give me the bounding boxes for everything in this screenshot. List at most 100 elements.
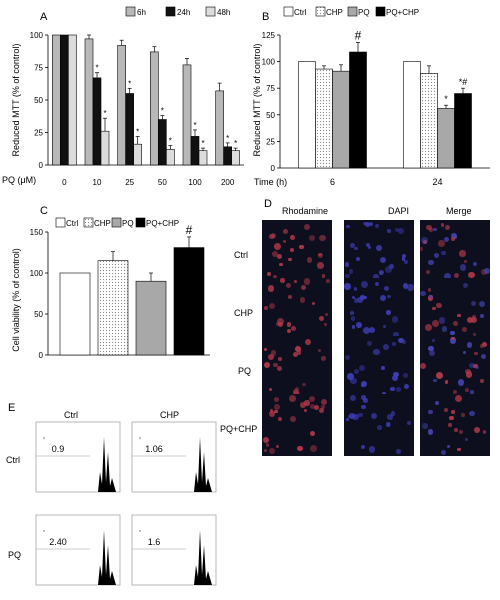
cell-nucleus xyxy=(376,244,383,251)
cell-nucleus xyxy=(479,378,484,383)
cell-nucleus xyxy=(293,389,300,396)
cell-nucleus xyxy=(355,256,361,262)
cell-nucleus xyxy=(303,278,311,285)
panel-b-legend-swatch xyxy=(315,6,326,17)
panel-a-ytick-label: 50 xyxy=(34,96,43,105)
flow-marker xyxy=(139,530,141,532)
panel-a-xtick-label: 25 xyxy=(125,178,134,187)
cell-nucleus xyxy=(379,256,387,264)
flow-percentage: 0.9 xyxy=(52,444,65,454)
cell-nucleus xyxy=(263,362,270,369)
micrograph-cell xyxy=(420,336,490,398)
panel-a-bar xyxy=(60,34,69,166)
cell-nucleus xyxy=(373,348,380,356)
cell-nucleus xyxy=(465,387,470,392)
cell-nucleus xyxy=(381,391,386,396)
cell-nucleus xyxy=(427,409,433,415)
cell-nucleus xyxy=(272,251,278,258)
panel-a-bar xyxy=(52,34,61,166)
cell-nucleus xyxy=(309,234,315,241)
cell-nucleus xyxy=(479,313,484,318)
panel-b-ylabel: Reduced MTT (% of control) xyxy=(252,44,262,157)
cell-nucleus xyxy=(344,283,352,291)
cell-nucleus xyxy=(267,271,272,277)
cell-nucleus xyxy=(304,224,311,231)
cell-nucleus xyxy=(403,372,409,378)
cell-nucleus xyxy=(289,395,296,402)
cell-nucleus xyxy=(397,228,405,235)
panel-a-legend-label: 48h xyxy=(217,8,230,17)
cell-nucleus xyxy=(379,294,387,301)
cell-nucleus xyxy=(349,377,357,385)
cell-nucleus xyxy=(438,317,446,324)
panel-a-letter: A xyxy=(40,11,48,23)
panel-b-legend-label: CHP xyxy=(326,8,343,17)
panel-c-legend-swatch xyxy=(83,217,94,228)
cell-nucleus xyxy=(480,354,486,360)
panel-c-chart: C Cell viability (% of control) 0 50 100 15… xyxy=(11,205,210,360)
cell-nucleus xyxy=(451,409,456,414)
panel-c-legend-swatch xyxy=(55,217,66,228)
cell-nucleus xyxy=(324,312,328,316)
cell-nucleus xyxy=(273,397,280,403)
cell-nucleus xyxy=(459,250,466,257)
cell-nucleus xyxy=(351,325,356,329)
cell-nucleus xyxy=(427,295,434,301)
panel-a-xtick-label: 50 xyxy=(158,178,167,187)
cell-nucleus xyxy=(367,340,373,346)
cell-nucleus xyxy=(286,328,291,333)
cell-nucleus xyxy=(422,423,428,429)
cell-nucleus xyxy=(427,288,431,292)
cell-nucleus xyxy=(440,223,445,227)
cell-nucleus xyxy=(453,272,459,278)
cell-nucleus xyxy=(393,332,399,338)
micrograph-cell xyxy=(262,336,332,398)
cell-nucleus xyxy=(450,336,455,341)
cell-nucleus xyxy=(274,409,278,414)
row-label-ctrl: Ctrl xyxy=(234,250,248,260)
cell-nucleus xyxy=(386,422,392,428)
cell-nucleus xyxy=(423,239,428,244)
cell-nucleus xyxy=(402,253,407,258)
micrograph-cell xyxy=(262,220,332,282)
panel-b-ytick-label: 0 xyxy=(271,164,276,173)
cell-nucleus xyxy=(427,429,434,436)
panel-a-legend-swatch xyxy=(165,6,176,17)
cell-nucleus xyxy=(360,395,366,400)
cell-nucleus xyxy=(299,401,307,408)
cell-nucleus xyxy=(457,313,461,318)
cell-nucleus xyxy=(444,408,448,412)
cell-nucleus xyxy=(481,341,487,348)
cell-nucleus xyxy=(363,327,371,335)
cell-nucleus xyxy=(375,223,380,228)
cell-nucleus xyxy=(449,337,457,345)
cell-nucleus xyxy=(473,332,477,336)
flow-percentage: 2.40 xyxy=(49,537,67,547)
cell-nucleus xyxy=(297,446,303,452)
cell-nucleus xyxy=(317,348,322,352)
cell-nucleus xyxy=(436,302,442,309)
cell-nucleus xyxy=(270,350,277,356)
cell-nucleus xyxy=(444,272,452,280)
cell-nucleus xyxy=(420,362,426,369)
cell-nucleus xyxy=(309,403,316,410)
cell-nucleus xyxy=(452,320,459,326)
cell-nucleus xyxy=(362,397,368,403)
panel-a-bar xyxy=(190,136,200,166)
cell-nucleus xyxy=(268,285,275,292)
cell-nucleus xyxy=(435,372,443,380)
cell-nucleus xyxy=(396,386,402,393)
cell-nucleus xyxy=(429,228,433,232)
panel-b-letter: B xyxy=(262,11,269,23)
panel-b-bar xyxy=(420,73,438,169)
cell-nucleus xyxy=(433,252,440,259)
cell-nucleus xyxy=(352,413,359,420)
cell-nucleus xyxy=(360,281,368,289)
cell-nucleus xyxy=(358,364,365,371)
panel-b-legend-label: PQ xyxy=(358,8,370,17)
cell-nucleus xyxy=(320,404,325,410)
micrograph-cell xyxy=(344,394,414,456)
cell-nucleus xyxy=(361,404,367,410)
cell-nucleus xyxy=(466,342,473,348)
cell-nucleus xyxy=(288,295,292,299)
